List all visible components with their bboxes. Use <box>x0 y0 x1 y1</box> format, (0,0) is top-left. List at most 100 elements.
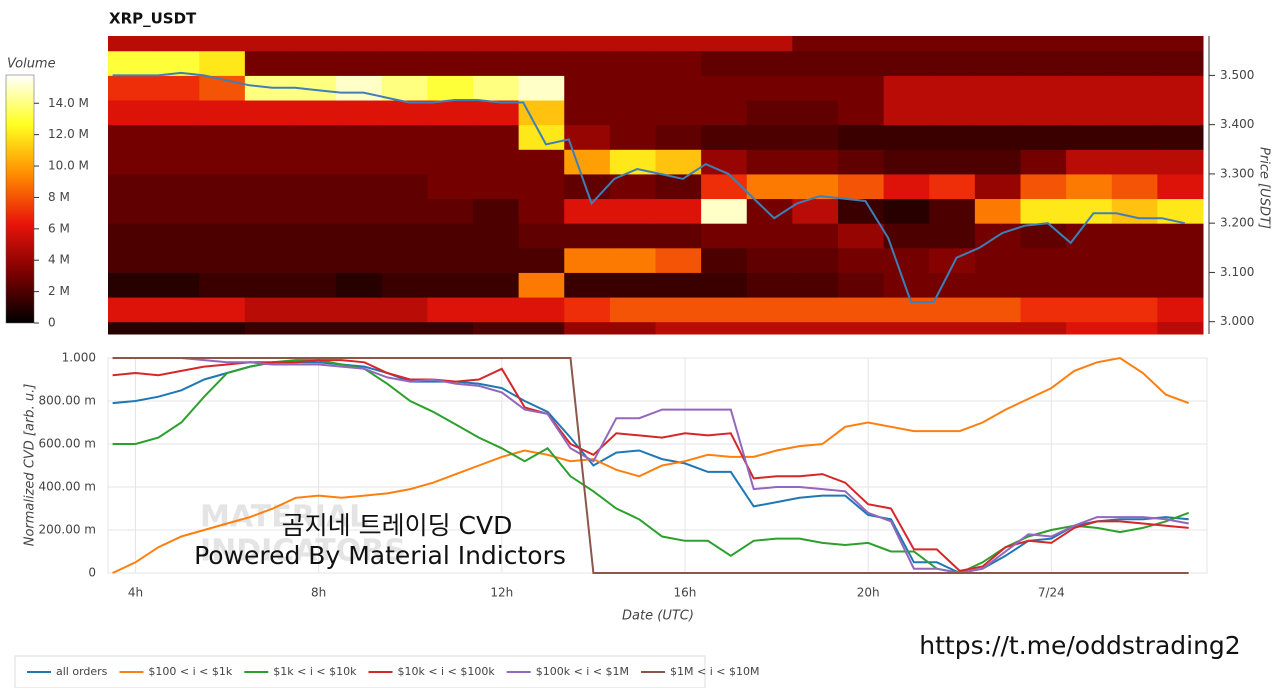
heatmap-cell <box>564 100 611 126</box>
heatmap-cell <box>838 223 885 249</box>
heatmap-cell <box>290 247 337 273</box>
heatmap-cell <box>1157 272 1204 298</box>
heatmap-cell <box>746 321 793 335</box>
x-tick-label: 4h <box>128 586 143 600</box>
overlay-text: https://t.me/oddstrading2 <box>919 631 1240 660</box>
heatmap-cell <box>244 100 291 126</box>
heatmap-cell <box>792 149 839 175</box>
heatmap-cell <box>701 297 748 323</box>
chart-title: XRP_USDT <box>109 10 197 28</box>
heatmap-cell <box>244 272 291 298</box>
heatmap-cell <box>609 247 656 273</box>
heatmap-cell <box>929 272 976 298</box>
heatmap-cell <box>655 50 702 76</box>
heatmap-cell <box>974 321 1021 335</box>
heatmap-cell <box>199 223 246 249</box>
heatmap-cell <box>655 321 702 335</box>
heatmap-cell <box>427 272 474 298</box>
heatmap-cell <box>609 124 656 150</box>
heatmap-cell <box>427 321 474 335</box>
heatmap-cell <box>1157 75 1204 101</box>
heatmap-cell <box>290 272 337 298</box>
heatmap-cell <box>564 149 611 175</box>
heatmap-cell <box>746 50 793 76</box>
price-tick-label: 3.100 <box>1220 265 1254 279</box>
x-tick-label: 7/24 <box>1038 586 1065 600</box>
heatmap-cell <box>609 50 656 76</box>
heatmap-cell <box>701 173 748 200</box>
heatmap-cell <box>108 272 155 298</box>
heatmap-cell <box>518 36 565 52</box>
heatmap-cell <box>518 321 565 335</box>
heatmap-cell <box>153 36 200 52</box>
heatmap-cell <box>929 75 976 101</box>
heatmap-cell <box>1111 297 1158 323</box>
heatmap-cell <box>883 75 930 101</box>
heatmap-cell <box>199 50 246 76</box>
heatmap-cell <box>381 321 428 335</box>
heatmap-cell <box>108 223 155 249</box>
heatmap-cell <box>1066 149 1113 175</box>
heatmap-cell <box>199 124 246 150</box>
cvd-line <box>112 357 1189 574</box>
heatmap-cell <box>518 75 565 101</box>
heatmap-cell <box>1111 100 1158 126</box>
heatmap-cell <box>1111 321 1158 335</box>
heatmap-cell <box>381 36 428 52</box>
heatmap-cell <box>564 223 611 249</box>
legend-label: $1M < i < $10M <box>670 665 759 678</box>
heatmap-cell <box>336 223 383 249</box>
heatmap-cell <box>427 36 474 52</box>
heatmap-cell <box>1020 100 1067 126</box>
heatmap-cell <box>473 124 520 150</box>
heatmap-cell <box>1157 297 1204 323</box>
legend-label: $100k < i < $1M <box>536 665 629 678</box>
heatmap-cell <box>199 100 246 126</box>
heatmap-cell <box>518 198 565 224</box>
heatmap-cell <box>473 297 520 323</box>
heatmap-cell <box>1157 173 1204 200</box>
heatmap-cell <box>473 100 520 126</box>
heatmap-cell <box>199 198 246 224</box>
heatmap-cell <box>838 50 885 76</box>
heatmap-cell <box>244 124 291 150</box>
heatmap-cell <box>1111 223 1158 249</box>
cvd-line <box>112 357 1189 575</box>
heatmap-cell <box>473 75 520 101</box>
heatmap-cell <box>244 50 291 76</box>
x-axis-label: Date (UTC) <box>622 609 694 624</box>
watermark: MATERIAL <box>200 500 368 535</box>
heatmap-cell <box>336 173 383 200</box>
heatmap-cell <box>108 50 155 76</box>
price-axis-label: Price [USDT] <box>1257 147 1272 229</box>
heatmap-cell <box>974 50 1021 76</box>
y-axis-label: Normalized CVD [arb. u.] <box>23 384 38 547</box>
heatmap-cell <box>518 50 565 76</box>
heatmap-cell <box>336 149 383 175</box>
price-tick-label: 3.400 <box>1220 117 1254 131</box>
heatmap-cell <box>1111 75 1158 101</box>
heatmap-cell <box>564 36 611 52</box>
heatmap-cell <box>108 124 155 150</box>
heatmap-cell <box>1020 272 1067 298</box>
heatmap-cell <box>199 247 246 273</box>
heatmap-cell <box>929 50 976 76</box>
heatmap-cell <box>108 75 155 101</box>
heatmap-cell <box>381 149 428 175</box>
heatmap-cell <box>792 247 839 273</box>
heatmap-cell <box>564 321 611 335</box>
heatmap-cell <box>838 149 885 175</box>
heatmap-cell <box>153 149 200 175</box>
heatmap-cell <box>336 198 383 224</box>
heatmap-cell <box>153 173 200 200</box>
heatmap-cell <box>290 198 337 224</box>
colorbar-tick-label: 14.0 M <box>48 96 89 110</box>
price-line <box>112 71 1186 303</box>
heatmap-cell <box>1157 223 1204 249</box>
heatmap-cell <box>244 173 291 200</box>
heatmap-cell <box>1066 75 1113 101</box>
heatmap-cell <box>336 247 383 273</box>
heatmap-cell <box>1066 50 1113 76</box>
heatmap-cell <box>929 198 976 224</box>
heatmap-cell <box>655 297 702 323</box>
